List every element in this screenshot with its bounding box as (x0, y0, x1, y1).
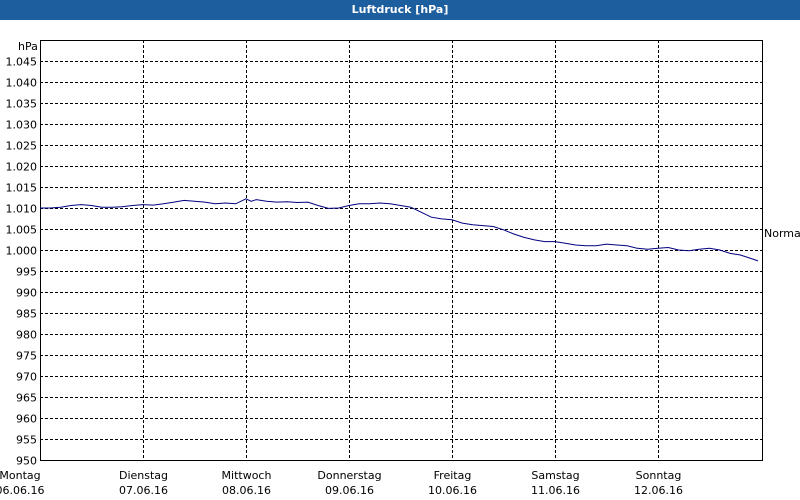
y-axis-ticks: 950 955 960 965 970 975 980 985 990 995 1.000 1.005… (6, 56, 38, 468)
y-tick-label: 1.030 (6, 119, 38, 132)
y-tick-label: 1.035 (6, 98, 38, 111)
grid-lines (40, 40, 762, 460)
x-tick-day-label: Mittwoch (222, 469, 272, 482)
x-tick-date-label: 09.06.16 (325, 484, 374, 497)
y-tick-label: 1.015 (6, 182, 38, 195)
x-tick-day-label: Dienstag (119, 469, 168, 482)
y-tick-label: 1.010 (6, 203, 38, 216)
y-tick-label: 1.040 (6, 77, 38, 90)
y-tick-label: 980 (16, 329, 37, 342)
y-tick-label: 1.005 (6, 224, 38, 237)
x-axis-ticks: Montag 06.06.16 Dienstag 07.06.16 Mittwoch 08… (0, 469, 683, 497)
x-tick-day-label: Freitag (434, 469, 472, 482)
y-tick-label: 985 (16, 308, 37, 321)
plot-border (40, 40, 763, 461)
chart-title-bar: Luftdruck [hPa] (0, 0, 800, 20)
y-tick-label: 990 (16, 287, 37, 300)
x-tick-date-label: 12.06.16 (634, 484, 683, 497)
x-tick-date-label: 07.06.16 (119, 484, 168, 497)
x-tick-day-label: Montag (0, 469, 41, 482)
y-tick-label: 1.045 (6, 56, 38, 69)
y-tick-label: 965 (16, 392, 37, 405)
y-tick-label: 1.025 (6, 140, 38, 153)
y-tick-label: 970 (16, 371, 37, 384)
x-tick-day-label: Donnerstag (317, 469, 381, 482)
x-tick-day-label: Samstag (531, 469, 579, 482)
pressure-series-line (40, 198, 759, 262)
y-tick-label: 1.020 (6, 161, 38, 174)
x-tick-date-label: 08.06.16 (222, 484, 271, 497)
normal-reference-label: Normal (764, 227, 800, 240)
y-axis-unit-label: hPa (18, 40, 38, 53)
x-tick-date-label: 11.06.16 (531, 484, 580, 497)
y-tick-label: 960 (16, 413, 37, 426)
y-tick-label: 975 (16, 350, 37, 363)
chart-title: Luftdruck [hPa] (351, 3, 449, 16)
y-tick-label: 995 (16, 266, 37, 279)
y-tick-label: 955 (16, 434, 37, 447)
x-tick-day-label: Sonntag (636, 469, 682, 482)
y-tick-label: 1.000 (6, 245, 38, 258)
x-tick-date-label: 10.06.16 (428, 484, 477, 497)
y-tick-label: 950 (16, 455, 37, 468)
x-tick-date-label: 06.06.16 (0, 484, 44, 497)
